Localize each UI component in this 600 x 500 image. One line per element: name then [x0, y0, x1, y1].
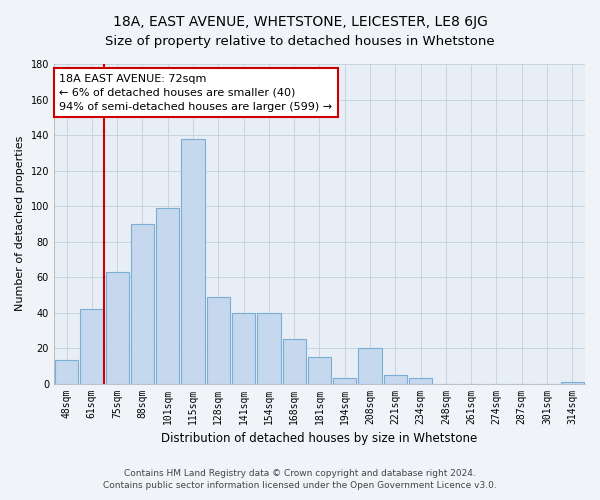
- X-axis label: Distribution of detached houses by size in Whetstone: Distribution of detached houses by size …: [161, 432, 478, 445]
- Bar: [257, 312, 281, 384]
- Text: Size of property relative to detached houses in Whetstone: Size of property relative to detached ho…: [105, 35, 495, 48]
- Bar: [181, 138, 205, 384]
- Bar: [55, 360, 78, 384]
- Bar: [333, 378, 356, 384]
- Bar: [232, 312, 255, 384]
- Bar: [283, 339, 306, 384]
- Bar: [106, 272, 129, 384]
- Bar: [308, 357, 331, 384]
- Text: Contains HM Land Registry data © Crown copyright and database right 2024.
Contai: Contains HM Land Registry data © Crown c…: [103, 468, 497, 490]
- Text: 18A EAST AVENUE: 72sqm
← 6% of detached houses are smaller (40)
94% of semi-deta: 18A EAST AVENUE: 72sqm ← 6% of detached …: [59, 74, 332, 112]
- Bar: [156, 208, 179, 384]
- Bar: [561, 382, 584, 384]
- Bar: [80, 309, 103, 384]
- Bar: [131, 224, 154, 384]
- Bar: [383, 374, 407, 384]
- Text: 18A, EAST AVENUE, WHETSTONE, LEICESTER, LE8 6JG: 18A, EAST AVENUE, WHETSTONE, LEICESTER, …: [113, 15, 487, 29]
- Bar: [358, 348, 382, 384]
- Y-axis label: Number of detached properties: Number of detached properties: [15, 136, 25, 312]
- Bar: [206, 296, 230, 384]
- Bar: [409, 378, 432, 384]
